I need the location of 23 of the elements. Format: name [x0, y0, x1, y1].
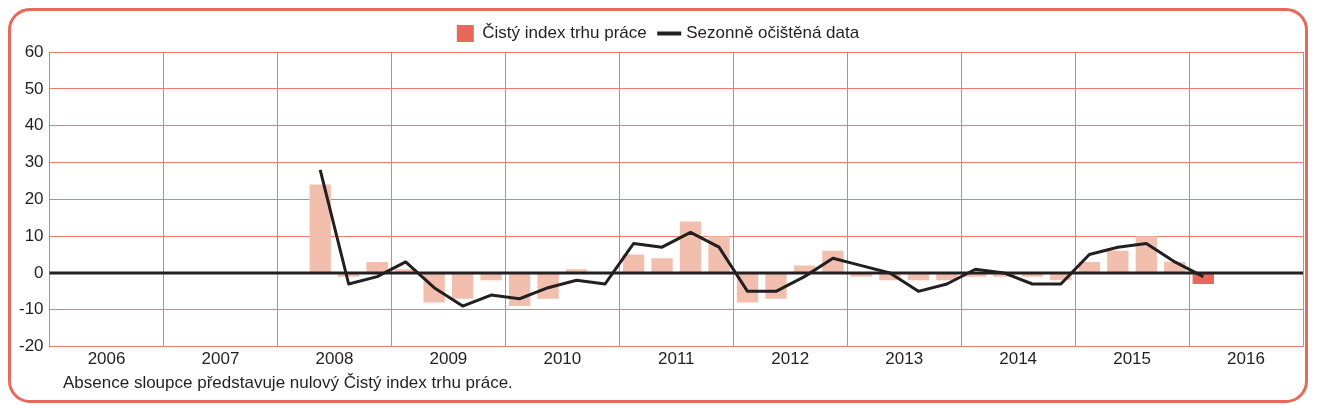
- x-tick-label: 2008: [315, 349, 354, 369]
- y-tick-label: -20: [18, 336, 44, 356]
- x-tick-label: 2011: [658, 349, 695, 369]
- x-tick-label: 2012: [771, 349, 810, 369]
- y-tick-label: 60: [24, 41, 44, 61]
- legend-label: Čistý index trhu práce: [482, 23, 647, 43]
- x-tick-label: 2006: [87, 349, 126, 369]
- x-tick-label: 2014: [999, 349, 1038, 369]
- x-tick-label: 2015: [1113, 349, 1151, 369]
- y-tick-label: -10: [18, 299, 44, 319]
- y-tick-label: 0: [34, 262, 44, 282]
- text: Absence sloupce představuje nulový Čistý index trhu práce.: [63, 373, 514, 393]
- y-tick-label: 40: [24, 115, 44, 135]
- legend-label: Sezonně očištěná data: [686, 23, 860, 43]
- y-tick-label: 10: [24, 225, 44, 245]
- y-tick-label: 30: [24, 152, 44, 172]
- y-tick-label: 50: [24, 78, 44, 98]
- x-tick-label: 2009: [429, 349, 468, 369]
- x-tick-label: 2007: [201, 349, 240, 369]
- y-tick-label: 20: [24, 188, 44, 208]
- x-tick-label: 2013: [885, 349, 924, 369]
- x-tick-label: 2010: [543, 349, 582, 369]
- x-tick-label: 2016: [1227, 349, 1265, 369]
